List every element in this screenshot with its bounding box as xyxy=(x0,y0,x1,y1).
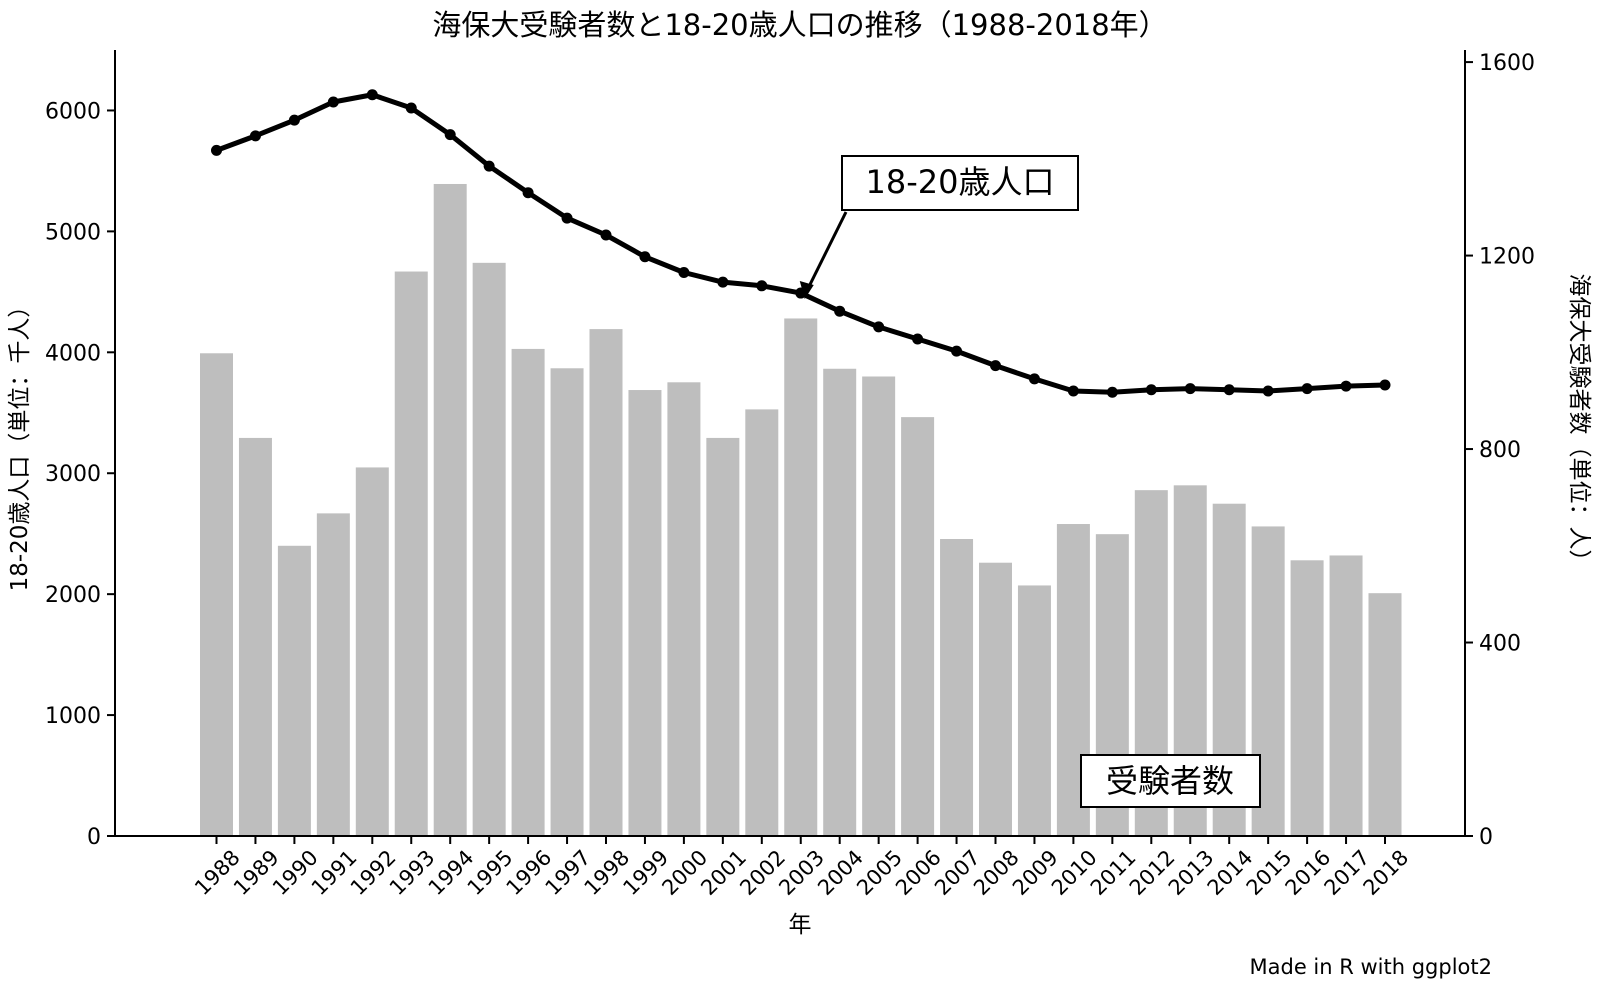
line-point-1998 xyxy=(600,229,612,241)
bar-2005 xyxy=(862,376,896,836)
line-point-2008 xyxy=(990,360,1001,372)
chart-title: 海保大受験者数と18-20歳人口の推移（1988-2018年） xyxy=(432,8,1168,42)
line-point-2012 xyxy=(1145,384,1157,396)
line-point-2016 xyxy=(1301,383,1313,395)
line-point-1997 xyxy=(561,212,573,224)
bar-label-text: 受験者数 xyxy=(1106,762,1234,800)
bar-2001 xyxy=(706,437,740,836)
bar-2008 xyxy=(979,562,1012,836)
y-left-tick-label: 5000 xyxy=(45,220,101,245)
bar-1997 xyxy=(550,368,584,836)
line-point-2015 xyxy=(1262,385,1274,397)
bar-1988 xyxy=(200,353,233,836)
line-point-2009 xyxy=(1028,373,1040,385)
line-point-2014 xyxy=(1223,384,1235,396)
line-point-1988 xyxy=(211,144,222,156)
y-right-tick-label: 0 xyxy=(1479,825,1493,850)
line-point-2007 xyxy=(951,345,963,357)
line-point-2005 xyxy=(873,321,885,333)
y-right-tick-label: 400 xyxy=(1479,632,1521,657)
bar-2009 xyxy=(1017,585,1051,836)
line-point-2018 xyxy=(1379,379,1391,391)
y-left-tick-label: 6000 xyxy=(45,99,101,124)
line-label-box xyxy=(841,155,1079,211)
x-axis-title: 年 xyxy=(789,912,812,938)
y-right-axis-title: 海保大受験者数（単位：人） xyxy=(1566,274,1592,573)
line-point-2017 xyxy=(1340,380,1352,392)
x-tick-label: 2018 xyxy=(1359,845,1414,900)
line-point-2010 xyxy=(1067,385,1079,397)
bar-2016 xyxy=(1290,560,1324,836)
y-left-tick-label: 0 xyxy=(87,825,101,850)
line-label-text: 18-20歳人口 xyxy=(866,163,1055,201)
bar-1990 xyxy=(277,545,311,836)
line-label-arrowhead xyxy=(799,281,814,300)
line-point-2006 xyxy=(912,333,924,345)
line-point-1990 xyxy=(288,114,300,126)
line-point-1992 xyxy=(366,89,378,101)
line-point-2002 xyxy=(756,280,768,292)
y-right-tick-label: 1600 xyxy=(1479,51,1535,76)
line-point-1994 xyxy=(444,129,456,141)
line-point-2001 xyxy=(717,276,729,288)
bar-1998 xyxy=(589,329,623,836)
bar-2004 xyxy=(823,368,857,836)
bar-2006 xyxy=(901,417,935,836)
line-layer xyxy=(211,89,1391,398)
bar-label-box xyxy=(1080,754,1261,808)
line-point-2011 xyxy=(1106,386,1118,398)
y-left-tick-label: 1000 xyxy=(45,704,101,729)
line-label-arrow xyxy=(807,211,848,288)
caption: Made in R with ggplot2 xyxy=(1249,955,1493,979)
y-left-axis-title: 18-20歳人口（単位：千人） xyxy=(7,295,33,592)
y-left-tick-label: 2000 xyxy=(45,583,101,608)
bar-2003 xyxy=(784,318,818,836)
bar-2000 xyxy=(667,382,701,836)
bar-1996 xyxy=(511,348,545,836)
y-right-tick-label: 800 xyxy=(1479,438,1521,463)
line-point-2000 xyxy=(678,266,690,278)
y-right-tick-label: 1200 xyxy=(1479,245,1535,270)
bar-2018 xyxy=(1368,593,1402,836)
bar-1989 xyxy=(238,437,272,836)
bar-1995 xyxy=(472,262,506,837)
line-point-1993 xyxy=(405,102,417,114)
bar-1999 xyxy=(628,390,662,836)
bar-2017 xyxy=(1329,555,1363,836)
line-point-1996 xyxy=(522,187,534,199)
bars-layer xyxy=(200,183,1402,837)
y-left-tick-label: 3000 xyxy=(45,462,101,487)
line-point-1989 xyxy=(249,130,261,142)
line-point-1999 xyxy=(639,251,651,263)
line-point-2013 xyxy=(1184,383,1196,395)
bar-1991 xyxy=(316,513,350,836)
bar-1994 xyxy=(433,183,467,836)
bar-2007 xyxy=(940,539,974,836)
bar-1992 xyxy=(355,467,389,836)
y-left-tick-label: 4000 xyxy=(45,341,101,366)
bar-1993 xyxy=(394,271,428,836)
line-point-2004 xyxy=(834,305,846,317)
bar-2002 xyxy=(745,409,779,836)
line-point-1991 xyxy=(327,96,339,108)
line-point-1995 xyxy=(483,160,495,172)
